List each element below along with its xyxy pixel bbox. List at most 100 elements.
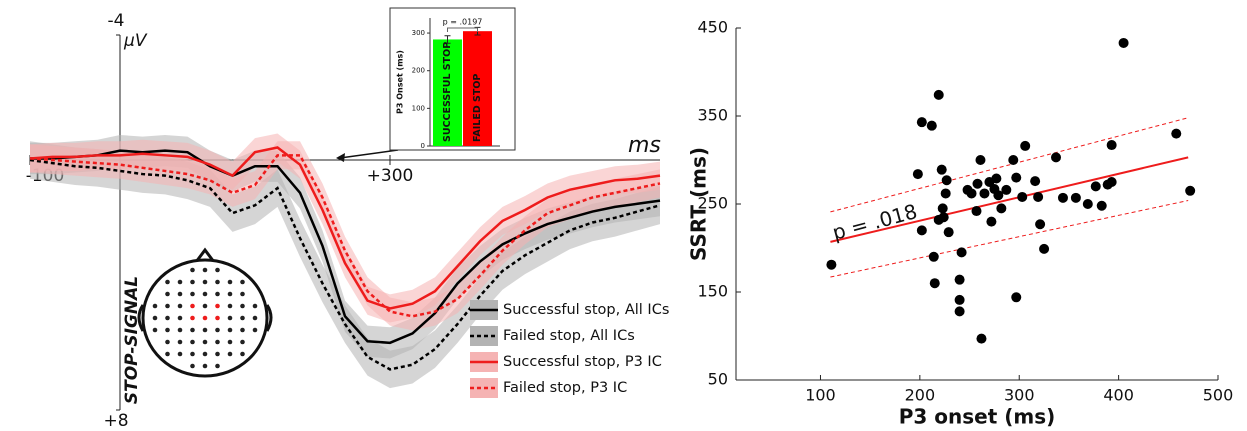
x-tick-label: 200 — [905, 386, 936, 405]
electrode — [177, 339, 183, 345]
scatter-point — [1017, 191, 1028, 202]
scatter-point — [1030, 176, 1041, 187]
electrode — [252, 303, 258, 309]
electrode — [152, 315, 158, 321]
inset-bar — [463, 31, 492, 147]
electrode — [177, 315, 183, 321]
y-tick-label: 150 — [697, 282, 728, 301]
electrode — [240, 315, 245, 321]
inset-sig-bracket — [447, 27, 478, 32]
scatter-point — [1051, 152, 1062, 163]
scatter-point — [971, 206, 982, 217]
electrode — [165, 339, 170, 345]
electrode — [177, 291, 183, 297]
electrode — [152, 327, 158, 333]
electrode — [165, 327, 170, 333]
scatter-point — [996, 203, 1007, 214]
electrode — [202, 267, 208, 273]
scatter-point — [954, 294, 965, 305]
inset-bar — [433, 39, 462, 146]
electrode — [240, 279, 245, 285]
electrode — [190, 339, 195, 345]
electrode — [177, 351, 183, 357]
scatter-point — [1082, 199, 1093, 209]
scatter-point — [954, 274, 965, 285]
scatter-point — [956, 247, 967, 258]
electrode — [227, 351, 233, 357]
scatter-point — [936, 164, 947, 175]
scatter-point — [943, 227, 954, 238]
scatter-point — [1001, 184, 1012, 195]
electrode — [240, 291, 245, 297]
scatter-point — [928, 251, 939, 262]
electrode — [202, 363, 208, 369]
scatter-point — [1070, 192, 1081, 203]
fit-line — [830, 156, 1189, 243]
scatter-point — [991, 173, 1002, 184]
head-ears — [137, 304, 273, 332]
x-tick-label: 400 — [1103, 386, 1134, 405]
head-nose — [194, 247, 216, 263]
scatter-point — [1035, 219, 1046, 230]
scatter-point — [1118, 37, 1129, 48]
y-tick-label: 50 — [708, 370, 728, 389]
electrode — [202, 279, 208, 285]
electrode — [227, 315, 233, 321]
electrode — [152, 303, 158, 309]
electrode-highlight — [190, 315, 195, 321]
scatter-point — [975, 155, 986, 165]
y-axis-label: SSRT (ms) — [687, 147, 711, 261]
scatter-point — [1185, 185, 1196, 196]
inset-arrow — [339, 149, 399, 159]
electrode — [190, 291, 195, 297]
inset-bar-label: FAILED STOP — [472, 74, 483, 142]
electrode — [215, 279, 220, 285]
y-tick-label: +8 — [103, 411, 128, 431]
electrode-highlight — [215, 315, 220, 321]
y-unit-label: µV — [123, 31, 148, 51]
stop-signal-label: STOP-SIGNAL — [122, 276, 142, 404]
electrode — [202, 351, 208, 357]
electrode — [165, 351, 170, 357]
scatter-point — [1020, 140, 1031, 151]
y-tick-label: -4 — [108, 11, 125, 31]
electrode — [177, 327, 183, 333]
y-tick-label: 350 — [697, 106, 728, 125]
x-tick-label: 300 — [1004, 386, 1035, 405]
scatter-point — [1096, 200, 1107, 211]
head-map — [137, 247, 273, 378]
inset-y-tick-label: 200 — [412, 67, 425, 75]
electrode — [240, 351, 245, 357]
x-tick-label: 500 — [1203, 386, 1234, 405]
scatter-point — [1106, 140, 1117, 151]
legend-label: Failed stop, P3 IC — [503, 380, 627, 396]
electrode — [190, 279, 195, 285]
scatter-point — [979, 188, 990, 199]
inset-y-tick-label: 100 — [412, 104, 425, 112]
scatter-point — [940, 188, 951, 199]
scatter-point — [1011, 292, 1022, 303]
electrode-highlight — [215, 303, 220, 309]
inset-arrow-head — [336, 153, 345, 162]
y-tick-label: 450 — [697, 18, 728, 37]
electrode-highlight — [190, 303, 195, 309]
scatter-point — [933, 214, 944, 225]
scatter-point — [976, 333, 987, 344]
electrode — [240, 303, 245, 309]
scatter-point — [929, 278, 940, 289]
ci-line — [830, 117, 1189, 213]
electrode — [165, 303, 170, 309]
erp-line — [29, 158, 661, 371]
electrode — [215, 327, 220, 333]
electrode — [227, 303, 233, 309]
electrode — [190, 363, 195, 369]
legend-label: Successful stop, All ICs — [503, 302, 669, 318]
electrode — [227, 327, 233, 333]
electrode — [215, 363, 220, 369]
electrode — [190, 267, 195, 273]
electrode — [202, 291, 208, 297]
scatter-point — [1039, 243, 1050, 254]
legend-label: Failed stop, All ICs — [503, 328, 635, 344]
inset-y-tick-label: 0 — [421, 142, 425, 150]
